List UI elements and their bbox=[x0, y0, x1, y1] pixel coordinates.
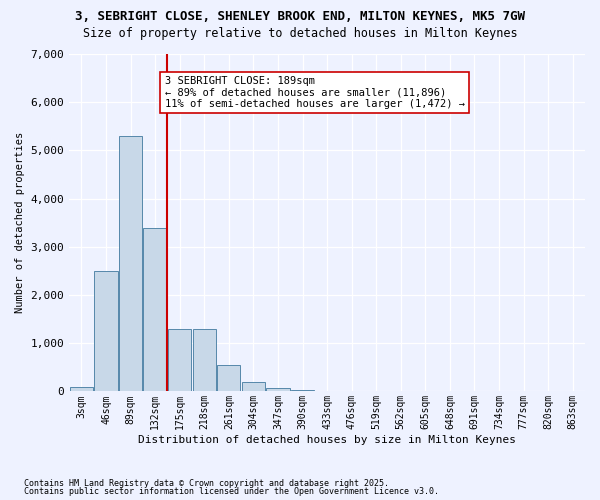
Text: 3 SEBRIGHT CLOSE: 189sqm
← 89% of detached houses are smaller (11,896)
11% of se: 3 SEBRIGHT CLOSE: 189sqm ← 89% of detach… bbox=[164, 76, 464, 109]
Bar bbox=[168, 329, 191, 392]
Bar bbox=[291, 390, 314, 392]
Bar bbox=[193, 329, 216, 392]
Text: 3, SEBRIGHT CLOSE, SHENLEY BROOK END, MILTON KEYNES, MK5 7GW: 3, SEBRIGHT CLOSE, SHENLEY BROOK END, MI… bbox=[75, 10, 525, 23]
Text: Contains HM Land Registry data © Crown copyright and database right 2025.: Contains HM Land Registry data © Crown c… bbox=[24, 478, 389, 488]
Bar bbox=[119, 136, 142, 392]
Bar bbox=[70, 386, 93, 392]
Bar bbox=[242, 382, 265, 392]
X-axis label: Distribution of detached houses by size in Milton Keynes: Distribution of detached houses by size … bbox=[138, 435, 516, 445]
Y-axis label: Number of detached properties: Number of detached properties bbox=[15, 132, 25, 314]
Text: Size of property relative to detached houses in Milton Keynes: Size of property relative to detached ho… bbox=[83, 28, 517, 40]
Bar bbox=[143, 228, 167, 392]
Bar bbox=[266, 388, 290, 392]
Bar bbox=[217, 365, 241, 392]
Text: Contains public sector information licensed under the Open Government Licence v3: Contains public sector information licen… bbox=[24, 487, 439, 496]
Bar bbox=[94, 271, 118, 392]
